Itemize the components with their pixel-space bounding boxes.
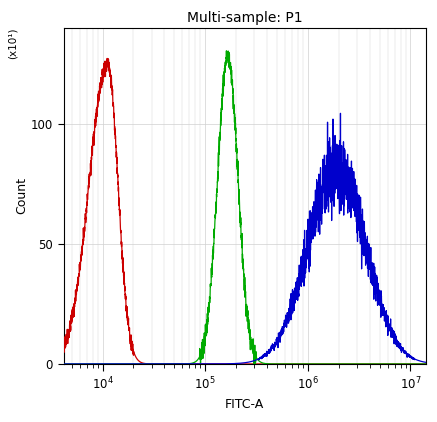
Title: Multi-sample: P1: Multi-sample: P1 — [187, 11, 302, 25]
X-axis label: FITC-A: FITC-A — [225, 398, 264, 411]
Y-axis label: Count: Count — [15, 177, 28, 214]
Text: (x10¹): (x10¹) — [8, 28, 18, 59]
